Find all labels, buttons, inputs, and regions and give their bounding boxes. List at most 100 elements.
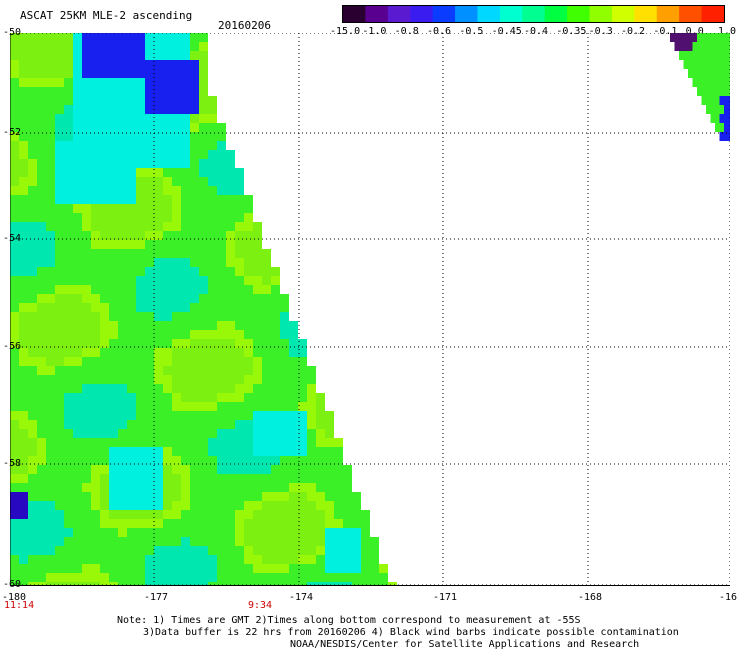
wind-cell xyxy=(46,429,55,438)
wind-cell xyxy=(199,123,208,132)
wind-cell xyxy=(55,366,64,375)
wind-cell xyxy=(217,510,226,519)
wind-cell xyxy=(28,402,37,411)
wind-cell xyxy=(271,519,280,528)
wind-cell xyxy=(109,42,118,51)
wind-cell xyxy=(208,150,217,159)
wind-cell xyxy=(172,132,181,141)
wind-cell xyxy=(208,492,217,501)
wind-cell xyxy=(19,474,28,483)
wind-cell xyxy=(190,510,199,519)
wind-cell xyxy=(154,123,163,132)
wind-cell xyxy=(244,564,253,573)
wind-cell xyxy=(37,51,46,60)
wind-cell xyxy=(127,285,136,294)
wind-cell xyxy=(127,357,136,366)
wind-cell xyxy=(145,204,154,213)
wind-cell xyxy=(100,312,109,321)
wind-cell xyxy=(46,78,55,87)
wind-cell xyxy=(145,132,154,141)
wind-cell xyxy=(73,483,82,492)
wind-cell xyxy=(64,150,73,159)
wind-cell xyxy=(145,42,154,51)
wind-cell xyxy=(91,78,100,87)
wind-cell xyxy=(118,123,127,132)
wind-cell xyxy=(208,438,217,447)
wind-cell xyxy=(19,411,28,420)
wind-cell xyxy=(91,249,100,258)
wind-cell xyxy=(683,60,693,69)
wind-cell xyxy=(199,330,208,339)
wind-cell xyxy=(316,429,325,438)
wind-cell xyxy=(10,474,19,483)
wind-cell xyxy=(706,33,715,42)
wind-cell xyxy=(145,546,154,555)
wind-cell xyxy=(46,402,55,411)
wind-cell xyxy=(46,276,55,285)
wind-cell xyxy=(316,492,325,501)
wind-cell xyxy=(280,537,289,546)
wind-cell xyxy=(127,375,136,384)
wind-cell xyxy=(64,159,73,168)
wind-cell xyxy=(235,510,244,519)
wind-cell xyxy=(82,204,91,213)
wind-cell xyxy=(163,447,172,456)
colorbar-segment xyxy=(611,6,635,22)
wind-cell xyxy=(199,78,208,87)
wind-cell xyxy=(127,339,136,348)
wind-cell xyxy=(28,294,37,303)
wind-cell xyxy=(82,456,91,465)
wind-cell xyxy=(190,564,199,573)
wind-cell xyxy=(154,546,163,555)
wind-cell xyxy=(28,447,37,456)
wind-cell xyxy=(163,168,172,177)
wind-cell xyxy=(37,339,46,348)
wind-cell xyxy=(55,429,64,438)
wind-cell xyxy=(262,528,271,537)
wind-cell xyxy=(361,546,370,555)
wind-cell xyxy=(82,546,91,555)
wind-cell xyxy=(172,105,181,114)
wind-cell xyxy=(100,366,109,375)
wind-cell xyxy=(55,393,64,402)
wind-cell xyxy=(688,33,697,42)
wind-cell xyxy=(701,60,711,69)
wind-cell xyxy=(100,330,109,339)
wind-cell xyxy=(316,447,325,456)
wind-cell xyxy=(199,258,208,267)
wind-cell xyxy=(46,132,55,141)
wind-cell xyxy=(280,438,289,447)
wind-cell xyxy=(100,231,109,240)
wind-cell xyxy=(91,96,100,105)
wind-cell xyxy=(307,366,316,375)
wind-cell xyxy=(118,213,127,222)
wind-cell xyxy=(91,555,100,564)
wind-cell xyxy=(73,348,82,357)
wind-cell xyxy=(118,222,127,231)
wind-cell xyxy=(244,312,253,321)
wind-cell xyxy=(361,528,370,537)
wind-cell xyxy=(100,249,109,258)
wind-cell xyxy=(262,357,271,366)
wind-cell xyxy=(154,555,163,564)
wind-cell xyxy=(217,492,226,501)
wind-cell xyxy=(253,366,262,375)
wind-cell xyxy=(19,204,28,213)
wind-cell xyxy=(136,276,145,285)
wind-cell xyxy=(271,348,280,357)
wind-cell xyxy=(235,537,244,546)
wind-cell xyxy=(226,159,235,168)
wind-cell xyxy=(190,276,199,285)
wind-cell xyxy=(109,240,118,249)
wind-cell xyxy=(154,96,163,105)
wind-cell xyxy=(253,258,262,267)
wind-cell xyxy=(307,456,316,465)
wind-cell xyxy=(334,537,343,546)
wind-cell xyxy=(280,492,289,501)
wind-cell xyxy=(91,429,100,438)
wind-cell xyxy=(163,213,172,222)
wind-cell xyxy=(271,339,280,348)
wind-cell xyxy=(64,87,73,96)
wind-cell xyxy=(253,411,262,420)
wind-cell xyxy=(280,483,289,492)
